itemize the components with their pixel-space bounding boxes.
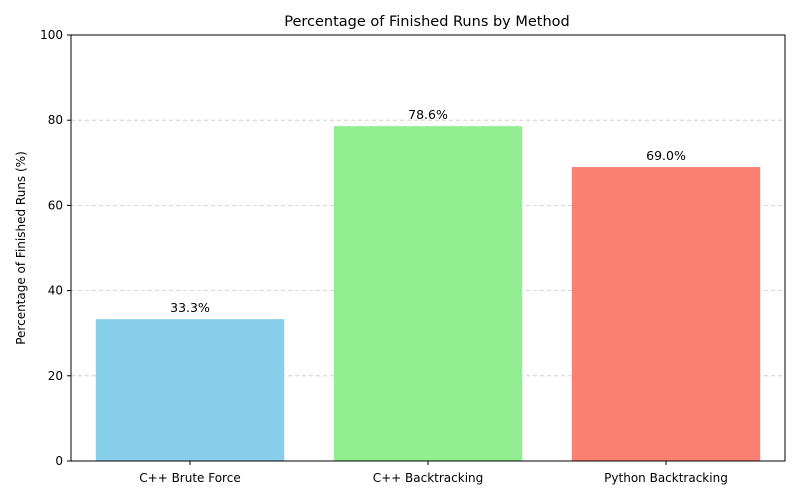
y-tick-label: 40 [48,284,63,298]
data-label: 69.0% [646,148,686,163]
chart-title: Percentage of Finished Runs by Method [284,14,570,30]
data-label: 78.6% [408,107,448,122]
x-tick-label: C++ Brute Force [139,471,240,485]
y-axis-label: Percentage of Finished Runs (%) [14,151,28,345]
bar [571,167,761,461]
y-tick-label: 0 [55,454,63,468]
y-tick-label: 100 [40,28,63,42]
x-axis-ticks: C++ Brute Force C++ Backtracking Python Ba… [139,461,728,485]
y-tick-label: 80 [48,113,63,127]
bars [95,126,761,461]
y-axis-ticks: 0 20 40 60 80 100 [40,28,71,468]
data-label: 33.3% [170,300,210,315]
bar [333,126,523,461]
x-tick-label: C++ Backtracking [373,471,484,485]
y-tick-label: 20 [48,369,63,383]
data-labels: 33.3% 78.6% 69.0% [170,107,686,315]
bar [95,319,285,461]
y-tick-label: 60 [48,198,63,212]
x-tick-label: Python Backtracking [604,471,728,485]
